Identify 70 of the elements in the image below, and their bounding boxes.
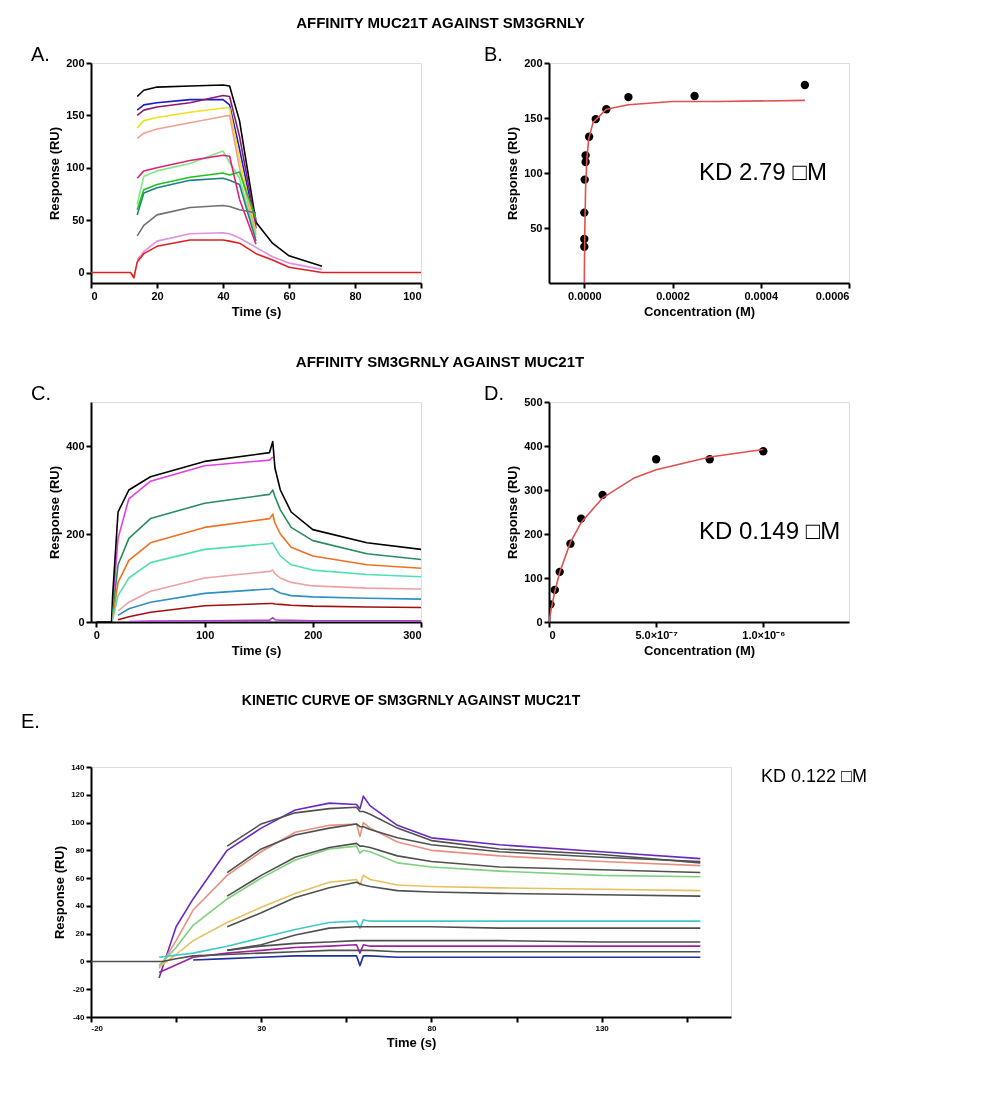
y-tick-label: 150 [66, 108, 85, 121]
chart-title: AFFINITY MUC21T AGAINST SM3GRNLY [296, 13, 585, 31]
y-tick-label: 0 [78, 266, 85, 279]
y-tick-label: 40 [75, 901, 86, 911]
text: B. [484, 43, 503, 65]
y-tick-label: 0 [80, 956, 86, 966]
x-tick-label: -20 [91, 1023, 104, 1033]
y-tick-label: 500 [524, 395, 543, 408]
text: KD 0.122 □M [761, 766, 867, 786]
y-axis-title: Response (RU) [505, 465, 521, 560]
x-axis-title: Time (s) [386, 1034, 437, 1050]
y-tick-label: 100 [524, 166, 543, 179]
x-tick-label: 30 [257, 1023, 267, 1033]
x-tick-label: 80 [349, 289, 362, 302]
x-axis-title: Time (s) [231, 642, 282, 658]
x-tick-label: 300 [403, 628, 422, 641]
text: E. [21, 710, 40, 732]
y-tick-label: 120 [71, 790, 86, 800]
x-tick-label: 0.0002 [656, 289, 690, 302]
x-tick-label: 0.0004 [744, 289, 779, 302]
x-tick-label: 0.0006 [815, 289, 850, 302]
y-tick-label: 200 [66, 527, 85, 540]
x-tick-label: 200 [304, 628, 323, 641]
y-tick-label: 400 [524, 439, 543, 452]
x-tick-label: 5.0×10⁻⁷ [635, 628, 679, 641]
x-tick-label: 20 [151, 289, 164, 302]
annotation: KD 0.149 □M [699, 517, 841, 544]
text: A. [31, 43, 50, 65]
x-tick-label: 130 [595, 1023, 610, 1033]
y-tick-label: 20 [75, 929, 86, 939]
y-tick-label: 300 [524, 483, 543, 496]
y-tick-label: 80 [75, 845, 86, 855]
y-tick-label: 0 [536, 615, 543, 628]
annotation: KD 2.79 □M [699, 158, 827, 185]
y-tick-label: 200 [524, 527, 543, 540]
x-tick-label: 60 [283, 289, 296, 302]
y-axis-title: Response (RU) [505, 126, 521, 221]
y-axis-title: Response (RU) [47, 465, 63, 560]
x-tick-label: 0.0000 [567, 289, 602, 302]
y-tick-label: -40 [72, 1012, 86, 1022]
y-tick-label: 50 [530, 221, 543, 234]
y-axis-title: Response (RU) [47, 126, 63, 221]
y-tick-label: 50 [72, 213, 85, 226]
x-tick-label: 100 [195, 628, 215, 641]
y-tick-label: 100 [66, 161, 85, 174]
y-tick-label: 400 [66, 439, 85, 452]
y-tick-label: 200 [66, 56, 85, 69]
chart-title: KINETIC CURVE OF SM3GRNLY AGAINST MUC21T [241, 692, 581, 708]
x-tick-label: 1.0×10⁻⁶ [742, 628, 786, 641]
y-tick-label: 60 [75, 873, 86, 883]
chart-title: AFFINITY SM3GRNLY AGAINST MUC21T [295, 352, 585, 370]
y-axis-title: Response (RU) [52, 845, 68, 940]
y-tick-label: 140 [71, 762, 86, 772]
y-tick-label: 200 [524, 56, 543, 69]
x-axis-title: Concentration (M) [643, 642, 756, 658]
x-axis-title: Time (s) [231, 303, 282, 319]
x-tick-label: 40 [217, 289, 230, 302]
y-tick-label: 100 [524, 571, 543, 584]
y-tick-label: -20 [72, 984, 86, 994]
x-tick-label: 0 [93, 628, 100, 641]
x-tick-label: 0 [91, 289, 98, 302]
y-tick-label: 0 [78, 615, 85, 628]
x-tick-label: 80 [427, 1023, 437, 1033]
text: D. [484, 382, 504, 404]
x-tick-label: 100 [403, 289, 422, 302]
text: C. [31, 382, 51, 404]
y-tick-label: 100 [71, 818, 86, 828]
x-tick-label: 0 [549, 628, 556, 641]
x-axis-title: Concentration (M) [643, 303, 756, 319]
y-tick-label: 150 [524, 111, 543, 124]
